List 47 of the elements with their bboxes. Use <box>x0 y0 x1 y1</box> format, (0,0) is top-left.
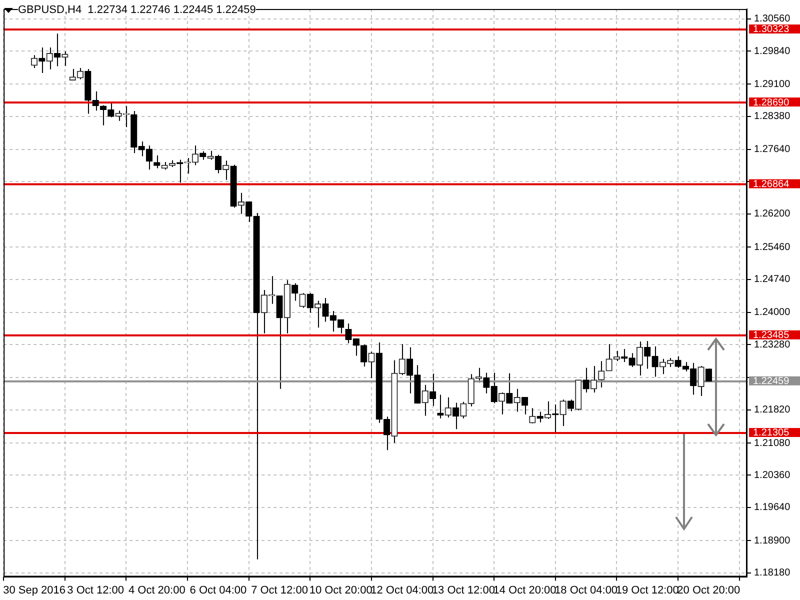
y-tick-label: 1.25460 <box>754 242 791 253</box>
candlestick <box>154 154 160 169</box>
y-tick-label: 1.19640 <box>754 502 791 514</box>
candlestick <box>276 295 283 390</box>
y-tick-label: 1.18180 <box>754 568 791 579</box>
candlestick <box>214 154 222 174</box>
y-tick-label: 1.28380 <box>754 111 791 122</box>
candlestick <box>437 394 444 419</box>
y-tick-label: 1.24740 <box>754 274 791 286</box>
x-tick-label: 19 Oct 12:00 <box>616 584 679 596</box>
y-tick-label: 1.23280 <box>754 339 791 350</box>
y-tick-label: 1.24000 <box>754 307 791 318</box>
candlestick <box>54 33 61 67</box>
candlestick <box>598 360 605 388</box>
y-tick-label: 1.29100 <box>754 78 791 90</box>
x-tick-label: 13 Oct 12:00 <box>432 584 495 596</box>
ref-line-label: 1.23485 <box>753 330 790 342</box>
x-tick-label: 20 Oct 20:00 <box>677 584 740 596</box>
ref-line-label: 1.21305 <box>753 428 790 439</box>
ref-line-label: 1.26864 <box>753 178 790 190</box>
y-tick-label: 1.21820 <box>754 404 791 416</box>
candlestick <box>360 344 368 368</box>
y-tick-label: 1.20360 <box>754 470 791 481</box>
x-tick-label: 7 Oct 12:00 <box>251 584 308 596</box>
candlestick <box>429 373 436 406</box>
y-tick-label: 1.29840 <box>754 46 791 57</box>
candlestick <box>38 46 46 74</box>
x-tick-label: 4 Oct 20:00 <box>128 584 186 596</box>
ref-line-label: 1.22459 <box>753 376 790 388</box>
y-tick-label: 1.21080 <box>754 438 791 449</box>
x-tick-label: 10 Oct 20:00 <box>309 584 372 596</box>
y-tick-label: 1.30560 <box>754 14 791 25</box>
candlestick <box>582 367 590 393</box>
ref-line-label: 1.28690 <box>753 97 790 108</box>
y-tick-label: 1.18900 <box>754 535 791 546</box>
y-tick-label: 1.26200 <box>754 208 791 220</box>
y-tick-label: 1.27640 <box>754 144 791 156</box>
ref-line-label: 1.30323 <box>753 24 790 36</box>
chart-title: GBPUSD,H4 1.22734 1.22746 1.22445 1.22459 <box>18 4 256 16</box>
x-tick-label: 30 Sep 2016 <box>3 584 66 596</box>
candlestick <box>506 372 513 404</box>
x-tick-label: 6 Oct 04:00 <box>190 584 247 596</box>
x-tick-label: 18 Oct 04:00 <box>554 584 618 596</box>
x-tick-label: 3 Oct 12:00 <box>67 584 124 596</box>
x-tick-label: 14 Oct 20:00 <box>493 584 556 596</box>
candlestick <box>306 292 314 314</box>
x-tick-label: 12 Oct 04:00 <box>370 584 434 596</box>
